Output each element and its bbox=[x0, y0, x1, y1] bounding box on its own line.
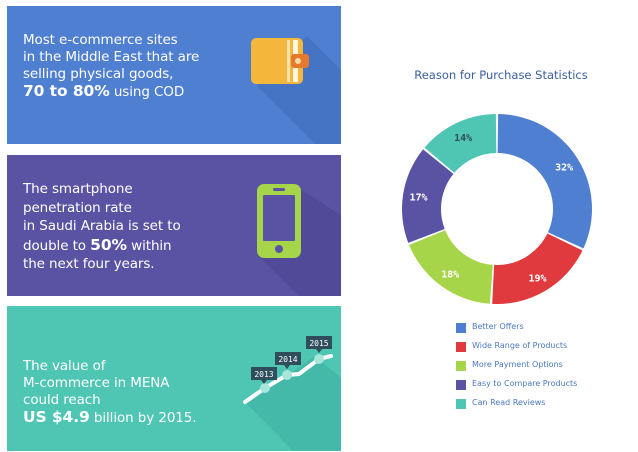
legend-swatch bbox=[456, 342, 466, 352]
cod-highlight: 70 to 80% bbox=[23, 82, 110, 100]
donut-slice bbox=[424, 114, 497, 173]
smartphone-icon bbox=[257, 184, 301, 258]
cod-stat-card: Most e-commerce sites in the Middle East… bbox=[7, 6, 341, 144]
wallet-icon bbox=[251, 38, 309, 84]
legend-swatch bbox=[456, 323, 466, 333]
donut-slice bbox=[409, 230, 493, 304]
donut-slice bbox=[402, 149, 454, 243]
year-tag-2014: 2014 bbox=[275, 352, 301, 369]
card-text-line: Most e-commerce sites bbox=[23, 32, 178, 48]
chart-title: Reason for Purchase Statistics bbox=[414, 68, 588, 82]
slice-label: 32% bbox=[555, 162, 573, 173]
donut-slice bbox=[497, 114, 592, 249]
mcommerce-stat-card: The value of M-commerce in MENA could re… bbox=[7, 306, 341, 451]
slice-label: 17% bbox=[409, 193, 427, 204]
legend-label: Can Read Reviews bbox=[472, 398, 546, 407]
legend-label: More Payment Options bbox=[472, 360, 563, 369]
mcommerce-highlight: US $4.9 bbox=[23, 408, 90, 426]
card-text-line: The value of bbox=[23, 358, 106, 374]
legend-label: Better Offers bbox=[472, 322, 524, 331]
smartphone-highlight: 50% bbox=[90, 235, 127, 254]
cod-highlight-suffix: using COD bbox=[109, 84, 185, 100]
legend-label: Wide Range of Products bbox=[472, 341, 568, 350]
smartphone-stat-text: The smartphone penetration rate in Saudi… bbox=[23, 180, 181, 274]
card-shadow bbox=[247, 356, 341, 451]
year-label: 2015 bbox=[309, 339, 328, 348]
card-text-line: 70 to 80% using COD bbox=[23, 83, 199, 101]
year-label: 2014 bbox=[278, 355, 297, 364]
slice-label: 18% bbox=[441, 269, 459, 280]
cod-stat-text: Most e-commerce sites in the Middle East… bbox=[23, 32, 199, 101]
legend-swatch bbox=[456, 361, 466, 371]
donut-slice bbox=[492, 233, 583, 304]
card-text-line: The smartphone bbox=[23, 181, 133, 197]
card-text-line: penetration rate bbox=[23, 199, 132, 216]
smartphone-highlight-suffix: within bbox=[126, 237, 172, 254]
growth-line-icon: 2013 2014 2015 bbox=[243, 336, 333, 404]
card-text-line: in Saudi Arabia is set to bbox=[23, 218, 181, 234]
card-text-line: selling physical goods, bbox=[23, 66, 174, 82]
card-text-line: US $4.9 billion by 2015. bbox=[23, 408, 197, 427]
card-text-line: could reach bbox=[23, 392, 101, 408]
mcommerce-stat-text: The value of M-commerce in MENA could re… bbox=[23, 358, 197, 427]
mcommerce-highlight-suffix: billion by 2015. bbox=[89, 410, 197, 426]
legend-swatch bbox=[456, 399, 466, 409]
smartphone-stat-card: The smartphone penetration rate in Saudi… bbox=[7, 155, 341, 296]
smartphone-line-prefix: double to bbox=[23, 237, 91, 254]
card-shadow bbox=[257, 36, 341, 144]
legend-label: Easy to Compare Products bbox=[472, 379, 578, 388]
card-text-line: M-commerce in MENA bbox=[23, 375, 170, 391]
card-text-line: the next four years. bbox=[23, 256, 155, 272]
card-text-line: in the Middle East that are bbox=[23, 49, 200, 65]
slice-label: 19% bbox=[528, 273, 546, 284]
legend-swatch bbox=[456, 380, 466, 390]
year-tag-2013: 2013 bbox=[251, 367, 277, 384]
year-tag-2015: 2015 bbox=[306, 336, 332, 353]
slice-label: 14% bbox=[454, 133, 472, 144]
year-label: 2013 bbox=[254, 370, 273, 379]
card-text-line: double to 50% within bbox=[23, 236, 181, 256]
